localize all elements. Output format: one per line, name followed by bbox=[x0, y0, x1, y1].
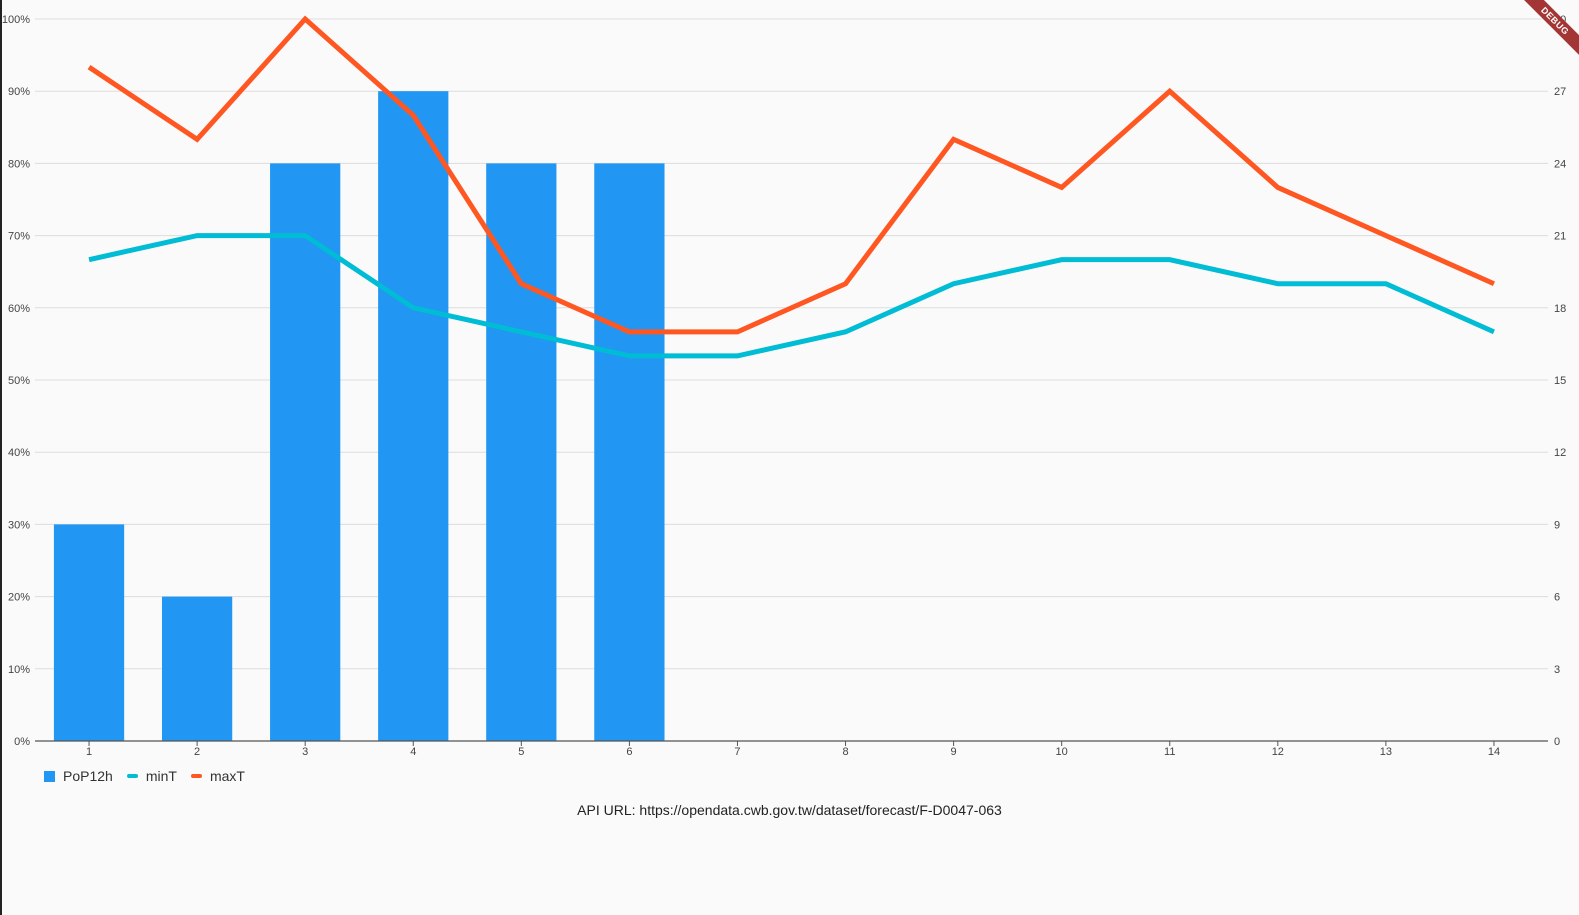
legend-swatch-pop12h bbox=[44, 770, 55, 782]
right-axis-tick-label: 9 bbox=[1554, 519, 1560, 531]
left-axis-tick-label: 90% bbox=[8, 86, 30, 98]
left-axis-tick-label: 10% bbox=[8, 664, 30, 676]
legend-swatch-mint bbox=[126, 774, 138, 778]
line-series-mint bbox=[88, 233, 1495, 359]
x-axis-tick-label: 13 bbox=[1380, 746, 1392, 758]
left-axis-tick-label: 20% bbox=[8, 592, 30, 604]
left-axis-tick-label: 50% bbox=[8, 375, 30, 387]
bar-pop12h-6 bbox=[594, 163, 665, 741]
debug-ribbon-label: DEBUG bbox=[1514, 0, 1579, 62]
x-axis-tick-label: 12 bbox=[1272, 746, 1284, 758]
x-axis-tick-label: 11 bbox=[1164, 746, 1175, 758]
left-axis-tick-label: 80% bbox=[8, 158, 30, 170]
legend-label-pop12h: PoP12h bbox=[63, 768, 113, 784]
left-axis-tick-label: 100% bbox=[2, 14, 30, 26]
right-axis-tick-label: 6 bbox=[1554, 592, 1560, 604]
x-axis-tick-label: 9 bbox=[951, 746, 957, 758]
bar-pop12h-2 bbox=[161, 596, 233, 741]
legend-item-pop12h[interactable]: PoP12h bbox=[44, 768, 113, 784]
x-axis-tick-label: 2 bbox=[194, 746, 200, 758]
line-series-maxt bbox=[87, 15, 1495, 335]
x-axis-tick-label: 5 bbox=[518, 746, 524, 758]
api-url-text: API URL: https://opendata.cwb.gov.tw/dat… bbox=[577, 802, 1002, 818]
legend-label-maxt: maxT bbox=[209, 768, 245, 784]
right-axis-tick-label: 15 bbox=[1554, 375, 1566, 387]
chart-legend: PoP12h minT maxT bbox=[44, 768, 259, 784]
x-axis-tick-label: 1 bbox=[86, 746, 92, 758]
bar-pop12h-1 bbox=[53, 524, 125, 741]
legend-item-mint[interactable]: minT bbox=[126, 768, 177, 784]
x-axis-tick-label: 8 bbox=[842, 746, 848, 758]
left-axis-tick-label: 0% bbox=[14, 736, 30, 748]
window-edge bbox=[0, 0, 2, 915]
left-axis-tick-label: 40% bbox=[8, 447, 30, 459]
right-axis-tick-label: 18 bbox=[1554, 303, 1566, 315]
x-axis-tick-label: 7 bbox=[734, 746, 740, 758]
x-axis-tick-label: 14 bbox=[1488, 746, 1500, 758]
bar-pop12h-4 bbox=[378, 91, 449, 741]
right-axis-tick-label: 27 bbox=[1554, 86, 1566, 98]
left-axis-tick-label: 70% bbox=[8, 231, 30, 243]
bar-pop12h-3 bbox=[270, 163, 341, 741]
x-axis-tick-label: 4 bbox=[410, 746, 416, 758]
right-axis-tick-label: 24 bbox=[1554, 158, 1566, 170]
legend-item-maxt[interactable]: maxT bbox=[190, 768, 245, 784]
line-layer bbox=[87, 15, 1495, 359]
right-axis-tick-label: 3 bbox=[1554, 664, 1560, 676]
x-axis-tick-label: 10 bbox=[1056, 746, 1068, 758]
x-axis-tick-label: 6 bbox=[626, 746, 632, 758]
legend-label-mint: minT bbox=[145, 768, 177, 784]
x-axis-tick-label: 3 bbox=[302, 746, 308, 758]
bar-layer bbox=[53, 91, 665, 741]
debug-banner: DEBUG bbox=[1509, 0, 1579, 70]
left-axis-tick-label: 30% bbox=[8, 519, 30, 531]
left-axis-tick-label: 60% bbox=[8, 303, 30, 315]
right-axis-tick-label: 21 bbox=[1554, 231, 1566, 243]
legend-swatch-maxt bbox=[190, 774, 202, 778]
bar-pop12h-5 bbox=[486, 163, 557, 741]
right-axis-tick-label: 0 bbox=[1554, 736, 1560, 748]
right-axis-tick-label: 12 bbox=[1554, 447, 1566, 459]
